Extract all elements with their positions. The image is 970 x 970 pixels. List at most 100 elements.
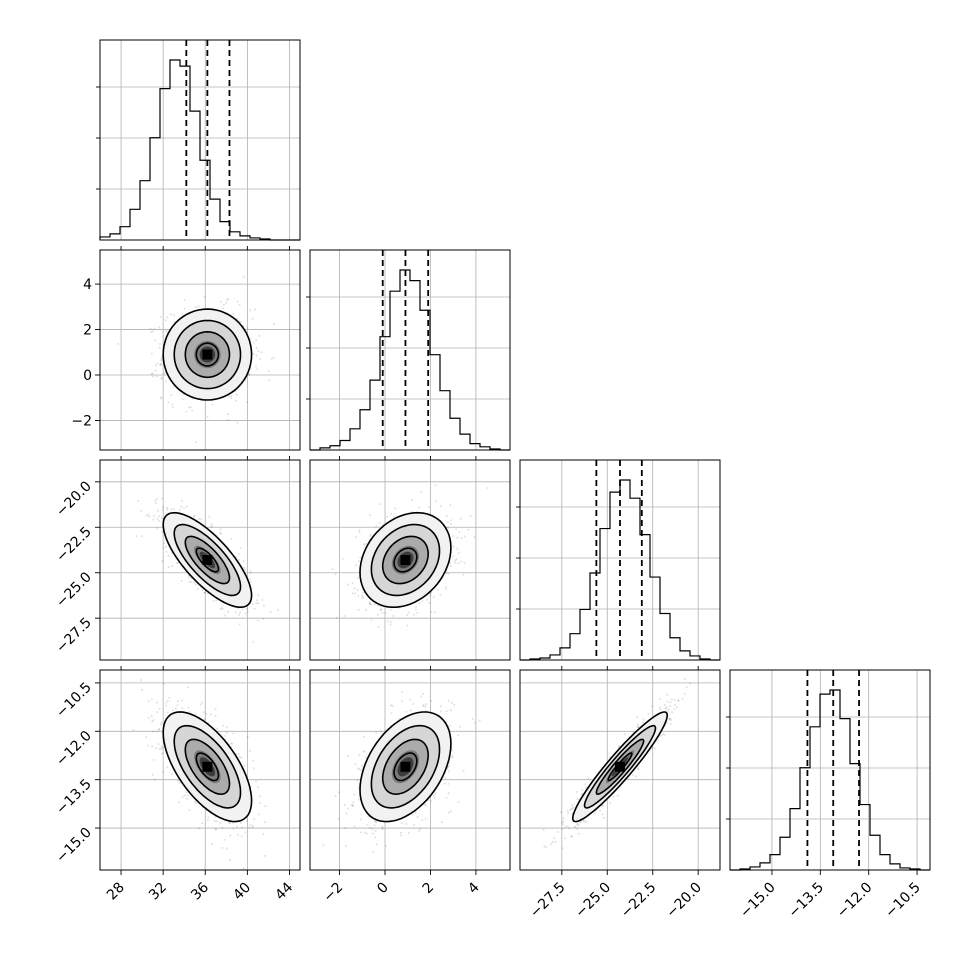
scatter-point [170, 394, 173, 397]
scatter-point [171, 403, 174, 406]
scatter-point [450, 519, 453, 522]
scatter-point [636, 725, 639, 728]
scatter-point [650, 705, 653, 708]
scatter-point [665, 706, 668, 709]
scatter-point [571, 804, 574, 807]
scatter-point [147, 717, 150, 720]
scatter-point [608, 756, 611, 759]
scatter-point [158, 520, 161, 523]
scatter-point [172, 385, 175, 388]
scatter-point [390, 513, 393, 516]
scatter-point [221, 846, 224, 849]
scatter-point [409, 709, 412, 712]
scatter-point [163, 372, 166, 375]
scatter-point [570, 835, 573, 838]
scatter-point [457, 734, 460, 737]
scatter-point [463, 535, 466, 538]
scatter-point [335, 616, 338, 619]
scatter-point [375, 525, 378, 528]
scatter-point [406, 624, 409, 627]
scatter-point [445, 588, 448, 591]
scatter-point [400, 822, 403, 825]
scatter-point [571, 807, 574, 810]
scatter-point [147, 513, 150, 516]
scatter-point [447, 573, 450, 576]
scatter-point [416, 611, 419, 614]
scatter-point [239, 320, 242, 323]
scatter-point [637, 726, 640, 729]
scatter-point [203, 295, 206, 298]
scatter-point [160, 359, 163, 362]
scatter-point [400, 700, 403, 703]
scatter-point [152, 719, 155, 722]
histogram-step-3 [520, 479, 720, 661]
scatter-point [405, 823, 408, 826]
scatter-point [170, 508, 173, 511]
scatter-point [268, 379, 271, 382]
scatter-point [353, 793, 356, 796]
scatter-point [205, 712, 208, 715]
scatter-point [161, 497, 164, 500]
scatter-point [155, 497, 158, 500]
scatter-point [156, 362, 159, 365]
scatter-point [452, 555, 455, 558]
scatter-point [373, 820, 376, 823]
scatter-point [446, 526, 449, 529]
scatter-point [360, 818, 363, 821]
scatter-point [551, 841, 554, 844]
scatter-point [244, 568, 247, 571]
scatter-point [193, 514, 196, 517]
scatter-point [194, 306, 197, 309]
scatter-point [361, 591, 364, 594]
scatter-point [368, 602, 371, 605]
scatter-point [264, 805, 267, 808]
contour-1 [195, 342, 220, 367]
scatter-point [249, 580, 252, 583]
scatter-point [158, 727, 161, 730]
scatter-point [242, 559, 245, 562]
scatter-point [459, 517, 462, 520]
scatter-point [681, 697, 684, 700]
density-panel-2-1 [310, 460, 510, 660]
scatter-point [157, 742, 160, 745]
scatter-point [201, 701, 204, 704]
scatter-point [375, 843, 378, 846]
scatter-point [379, 608, 382, 611]
scatter-point [456, 547, 459, 550]
scatter-point [394, 507, 397, 510]
scatter-point [427, 506, 430, 509]
histogram-step-1 [99, 59, 300, 241]
scatter-point [447, 764, 450, 767]
scatter-point [374, 836, 377, 839]
y-tick-label-2-2: 0 [83, 368, 92, 384]
scatter-point [145, 514, 148, 517]
scatter-point [469, 514, 472, 517]
scatter-point [206, 415, 209, 418]
scatter-point [252, 759, 255, 762]
scatter-point [434, 792, 437, 795]
scatter-point [228, 821, 231, 824]
scatter-point [418, 602, 421, 605]
scatter-point [199, 703, 202, 706]
scatter-point [421, 600, 424, 603]
scatter-point [412, 702, 415, 705]
y-tick-label-4-4: −10.5 [53, 679, 95, 721]
scatter-point [584, 783, 587, 786]
scatter-point [242, 275, 245, 278]
scatter-point [254, 780, 257, 783]
scatter-point [261, 599, 264, 602]
scatter-point [248, 826, 251, 829]
scatter-point [651, 747, 654, 750]
contour-4 [571, 711, 669, 823]
histogram-frame-4 [729, 669, 931, 871]
scatter-point [249, 572, 252, 575]
scatter-point [219, 607, 222, 610]
scatter-point [355, 564, 358, 567]
scatter-point [151, 773, 154, 776]
scatter-point [214, 714, 217, 717]
scatter-point [206, 818, 209, 821]
scatter-point [181, 398, 184, 401]
scatter-point [363, 831, 366, 834]
scatter-point [200, 518, 203, 521]
